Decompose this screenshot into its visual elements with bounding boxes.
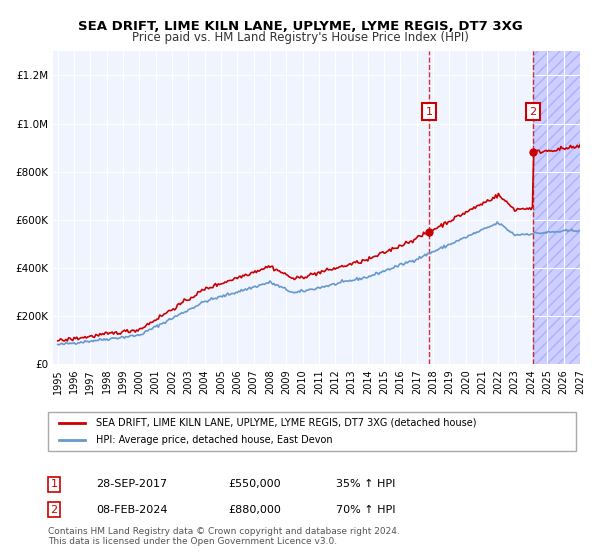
Text: 1: 1 [50,479,58,489]
Text: 70% ↑ HPI: 70% ↑ HPI [336,505,395,515]
FancyBboxPatch shape [48,412,576,451]
Text: SEA DRIFT, LIME KILN LANE, UPLYME, LYME REGIS, DT7 3XG: SEA DRIFT, LIME KILN LANE, UPLYME, LYME … [77,20,523,32]
Text: £880,000: £880,000 [228,505,281,515]
Text: 35% ↑ HPI: 35% ↑ HPI [336,479,395,489]
Text: 2: 2 [529,106,536,116]
Text: £550,000: £550,000 [228,479,281,489]
Text: Contains HM Land Registry data © Crown copyright and database right 2024.
This d: Contains HM Land Registry data © Crown c… [48,526,400,546]
Bar [533,52,580,364]
Text: HPI: Average price, detached house, East Devon: HPI: Average price, detached house, East… [95,435,332,445]
Text: Price paid vs. HM Land Registry's House Price Index (HPI): Price paid vs. HM Land Registry's House … [131,31,469,44]
Text: 1: 1 [425,106,433,116]
Text: 2: 2 [50,505,58,515]
Text: 28-SEP-2017: 28-SEP-2017 [96,479,167,489]
Text: 08-FEB-2024: 08-FEB-2024 [96,505,167,515]
Text: SEA DRIFT, LIME KILN LANE, UPLYME, LYME REGIS, DT7 3XG (detached house): SEA DRIFT, LIME KILN LANE, UPLYME, LYME … [95,418,476,428]
